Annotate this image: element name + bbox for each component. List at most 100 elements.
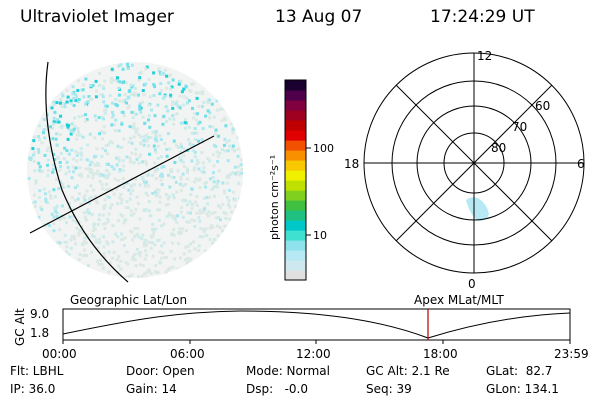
emission-pixel xyxy=(107,187,111,191)
emission-pixel xyxy=(100,183,104,187)
emission-pixel xyxy=(154,150,158,154)
emission-pixel xyxy=(95,89,99,93)
mlt-label-0: 0 xyxy=(468,277,476,291)
emission-pixel xyxy=(85,189,89,193)
emission-pixel xyxy=(132,135,136,139)
emission-pixel xyxy=(127,140,131,144)
emission-pixel xyxy=(146,240,150,244)
emission-pixel xyxy=(33,204,37,208)
emission-pixel xyxy=(194,177,198,181)
emission-pixel xyxy=(200,138,204,142)
emission-pixel xyxy=(194,200,198,204)
emission-pixel xyxy=(131,126,135,130)
emission-pixel xyxy=(141,160,145,164)
emission-pixel xyxy=(156,208,160,212)
emission-pixel xyxy=(168,185,172,189)
emission-pixel xyxy=(152,230,156,234)
emission-pixel xyxy=(117,93,121,97)
emission-pixel xyxy=(66,125,70,129)
emission-pixel xyxy=(183,165,186,169)
emission-pixel xyxy=(237,181,241,185)
emission-pixel xyxy=(76,151,80,155)
gain-status: Gain: 14 xyxy=(126,382,177,396)
emission-pixel xyxy=(158,92,162,96)
emission-pixel xyxy=(152,71,156,75)
emission-pixel xyxy=(88,201,91,205)
emission-pixel xyxy=(80,242,84,246)
emission-pixel xyxy=(197,216,201,220)
emission-pixel xyxy=(131,116,135,120)
emission-pixel xyxy=(204,227,208,230)
emission-pixel xyxy=(70,122,74,126)
emission-pixel xyxy=(158,134,162,138)
emission-pixel xyxy=(110,67,114,71)
emission-pixel xyxy=(34,179,38,183)
emission-pixel xyxy=(89,195,93,199)
emission-pixel xyxy=(49,149,53,153)
emission-pixel xyxy=(179,210,183,214)
emission-pixel xyxy=(124,206,128,209)
emission-pixel xyxy=(238,200,242,204)
emission-pixel xyxy=(59,165,63,168)
emission-pixel xyxy=(162,222,166,226)
emission-pixel xyxy=(156,103,160,107)
emission-pixel xyxy=(206,202,210,206)
emission-pixel xyxy=(198,208,202,212)
emission-pixel xyxy=(101,222,105,226)
emission-pixel xyxy=(193,219,197,223)
emission-pixel xyxy=(61,204,64,208)
emission-pixel xyxy=(138,71,142,75)
emission-pixel xyxy=(76,130,80,134)
emission-pixel xyxy=(101,147,105,150)
emission-pixel xyxy=(212,171,215,175)
emission-pixel xyxy=(143,241,146,245)
emission-pixel xyxy=(50,212,54,216)
emission-pixel xyxy=(127,104,131,108)
emission-pixel xyxy=(103,79,107,83)
emission-pixel xyxy=(128,156,132,160)
app-title: Ultraviolet Imager xyxy=(20,7,174,27)
emission-pixel xyxy=(147,200,151,204)
emission-pixel xyxy=(179,142,183,146)
emission-pixel xyxy=(167,211,171,215)
time-tick-18: 18:00 xyxy=(423,347,458,361)
emission-pixel xyxy=(135,157,139,161)
emission-pixel xyxy=(158,208,162,212)
emission-pixel xyxy=(205,196,209,199)
emission-pixel xyxy=(60,92,64,96)
emission-pixel xyxy=(114,232,118,236)
emission-pixel xyxy=(92,235,95,238)
emission-pixel xyxy=(160,256,164,260)
emission-pixel xyxy=(153,138,157,142)
emission-pixel xyxy=(106,174,110,177)
polar-plot: 12 6 18 0 60 70 80 xyxy=(344,49,585,291)
emission-pixel xyxy=(100,262,104,266)
emission-pixel xyxy=(216,234,220,238)
emission-pixel xyxy=(102,245,106,249)
emission-pixel xyxy=(171,193,175,197)
emission-pixel xyxy=(211,225,215,229)
emission-pixel xyxy=(212,164,216,168)
emission-pixel xyxy=(128,197,132,201)
emission-pixel xyxy=(117,264,121,268)
emission-pixel xyxy=(76,99,80,103)
emission-pixel xyxy=(83,248,86,252)
emission-pixel xyxy=(181,172,185,176)
dsp-status: Dsp: -0.0 xyxy=(246,382,309,396)
emission-pixel xyxy=(122,221,126,225)
emission-pixel xyxy=(96,259,100,263)
emission-pixel xyxy=(186,101,189,105)
emission-pixel xyxy=(138,254,142,258)
emission-pixel xyxy=(196,161,200,165)
emission-pixel xyxy=(227,139,231,143)
colorbar-cell xyxy=(285,140,306,151)
emission-pixel xyxy=(184,229,188,233)
emission-pixel xyxy=(214,144,218,148)
emission-pixel xyxy=(101,187,105,191)
emission-pixel xyxy=(112,123,116,127)
emission-pixel xyxy=(131,257,134,261)
emission-pixel xyxy=(121,214,125,218)
colorbar-cell xyxy=(285,100,306,111)
emission-pixel xyxy=(145,65,149,69)
emission-pixel xyxy=(147,77,151,81)
